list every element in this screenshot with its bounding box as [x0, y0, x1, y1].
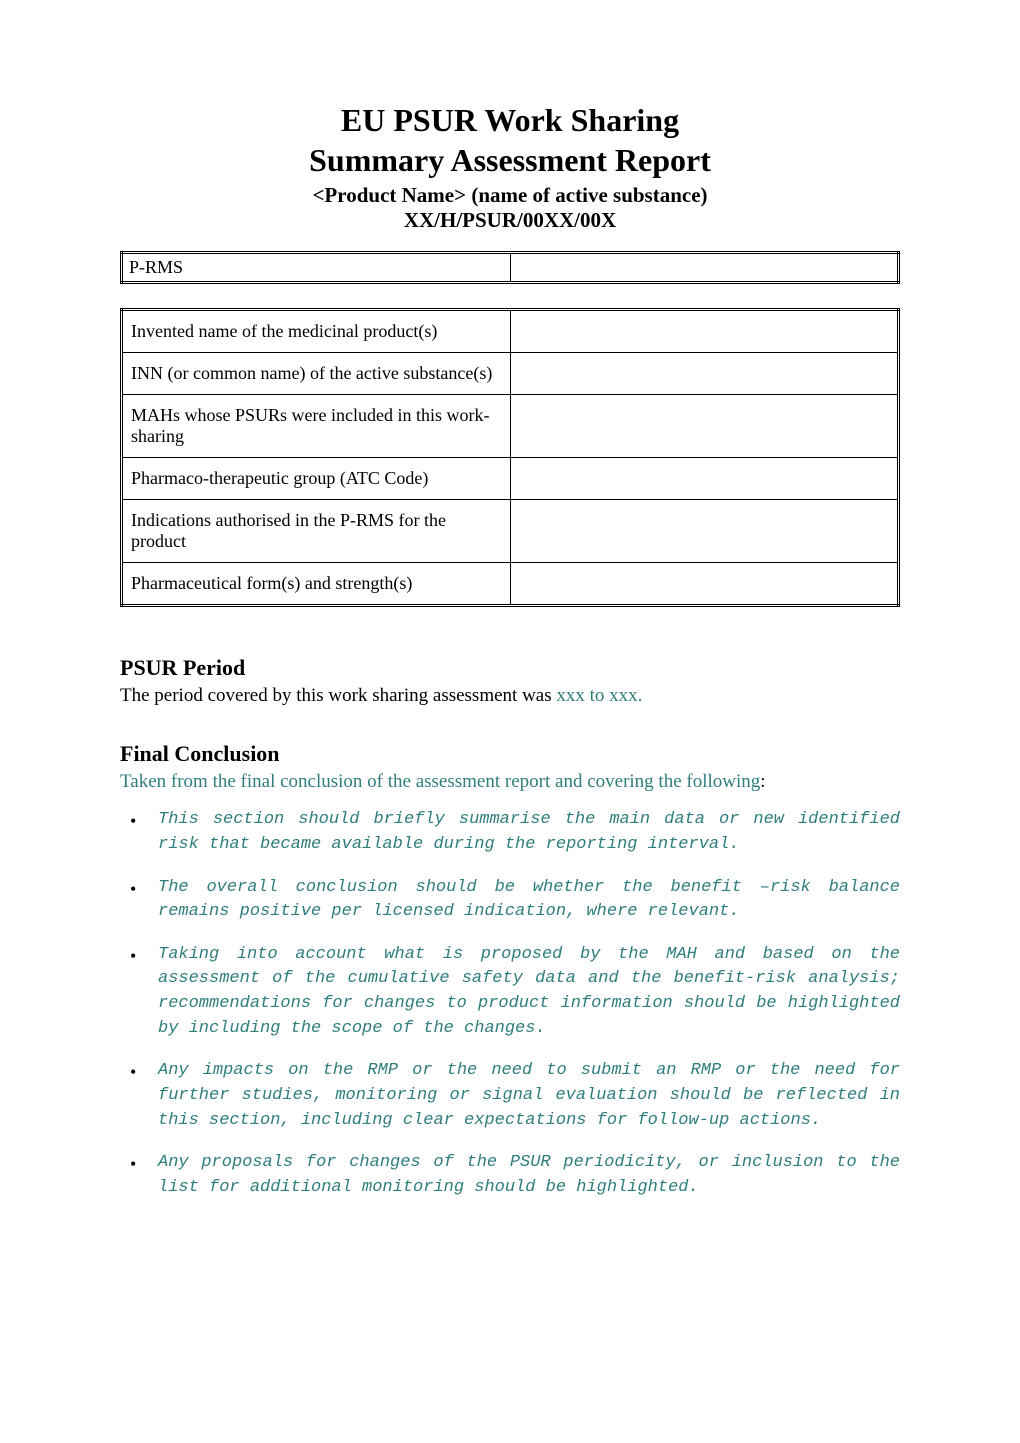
table-row: MAHs whose PSURs were included in this w…	[122, 395, 899, 458]
table-row: Invented name of the medicinal product(s…	[122, 310, 899, 353]
table-row: INN (or common name) of the active subst…	[122, 353, 899, 395]
prms-table: P-RMS	[120, 251, 900, 284]
meta-label-cell: Indications authorised in the P-RMS for …	[122, 500, 511, 563]
final-conclusion-intro-text: Taken from the final conclusion of the a…	[120, 771, 760, 792]
meta-label-cell: INN (or common name) of the active subst…	[122, 353, 511, 395]
title-reference-line: XX/H/PSUR/00XX/00X	[120, 208, 900, 233]
conclusion-bullet-list: This section should briefly summarise th…	[120, 808, 900, 1200]
meta-value-cell	[510, 353, 899, 395]
list-item: This section should briefly summarise th…	[120, 808, 900, 857]
table-row: Indications authorised in the P-RMS for …	[122, 500, 899, 563]
table-row: Pharmaceutical form(s) and strength(s)	[122, 563, 899, 606]
psur-period-heading: PSUR Period	[120, 655, 900, 681]
title-line-1: EU PSUR Work Sharing	[120, 100, 900, 140]
prms-label-cell: P-RMS	[122, 253, 511, 283]
list-item: Taking into account what is proposed by …	[120, 943, 900, 1042]
list-item: Any impacts on the RMP or the need to su…	[120, 1059, 900, 1133]
title-block: EU PSUR Work Sharing Summary Assessment …	[120, 100, 900, 233]
meta-value-cell	[510, 310, 899, 353]
final-conclusion-intro-colon: :	[760, 771, 765, 792]
psur-period-text: The period covered by this work sharing …	[120, 683, 900, 709]
meta-label-cell: MAHs whose PSURs were included in this w…	[122, 395, 511, 458]
title-product-line: <Product Name> (name of active substance…	[120, 183, 900, 208]
psur-period-prefix: The period covered by this work sharing …	[120, 685, 556, 706]
meta-label-cell: Pharmaco-therapeutic group (ATC Code)	[122, 458, 511, 500]
final-conclusion-intro: Taken from the final conclusion of the a…	[120, 769, 900, 795]
table-row: P-RMS	[122, 253, 899, 283]
list-item: Any proposals for changes of the PSUR pe…	[120, 1151, 900, 1200]
meta-value-cell	[510, 458, 899, 500]
meta-value-cell	[510, 563, 899, 606]
list-item: The overall conclusion should be whether…	[120, 876, 900, 925]
title-line-2: Summary Assessment Report	[120, 140, 900, 180]
prms-value-cell	[510, 253, 899, 283]
meta-value-cell	[510, 395, 899, 458]
meta-label-cell: Pharmaceutical form(s) and strength(s)	[122, 563, 511, 606]
metadata-table: Invented name of the medicinal product(s…	[120, 308, 900, 607]
final-conclusion-heading: Final Conclusion	[120, 741, 900, 767]
meta-value-cell	[510, 500, 899, 563]
table-row: Pharmaco-therapeutic group (ATC Code)	[122, 458, 899, 500]
psur-period-dates: xxx to xxx.	[556, 685, 642, 706]
meta-label-cell: Invented name of the medicinal product(s…	[122, 310, 511, 353]
